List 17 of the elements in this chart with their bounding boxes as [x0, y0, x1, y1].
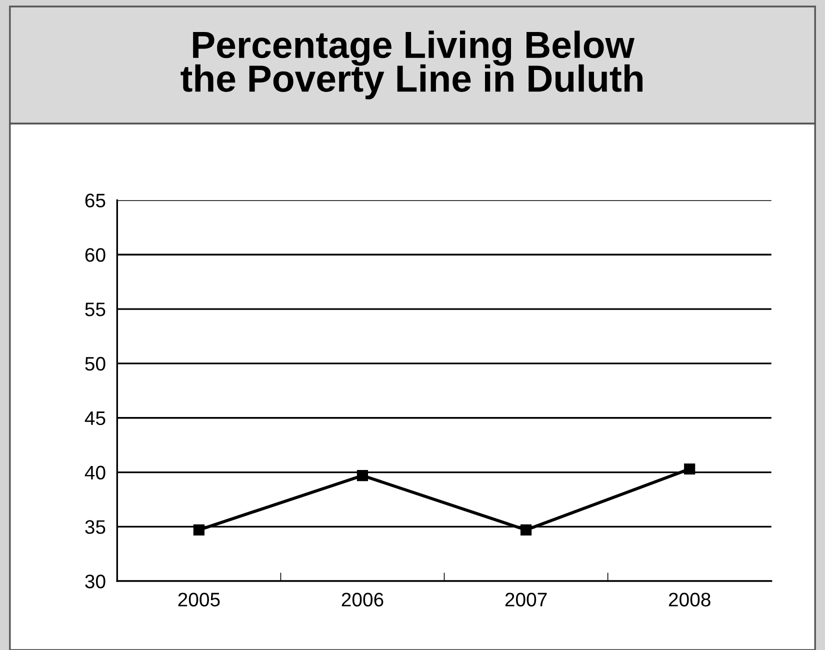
x-tick-label: 2007 [505, 592, 547, 606]
point [193, 524, 204, 536]
y-tick-label: 50 [85, 356, 106, 371]
y-tick-label: 55 [85, 302, 106, 316]
x-tick-label: 2008 [668, 592, 710, 606]
point [356, 470, 368, 482]
y-tick-label: 60 [85, 248, 106, 262]
point [520, 524, 532, 536]
y-tick-label: 35 [85, 520, 106, 534]
y-tick-label: 65 [85, 194, 106, 208]
chart-title: Percentage Living Below the Poverty Line in Duluth [180, 30, 642, 100]
y-tick-label: 30 [85, 574, 106, 588]
point [684, 463, 696, 475]
x-tick-label: 2006 [342, 592, 384, 606]
x-tick-label: 2005 [178, 592, 220, 606]
y-tick-label: 45 [84, 412, 106, 426]
y-tick-label: 40 [84, 466, 106, 480]
